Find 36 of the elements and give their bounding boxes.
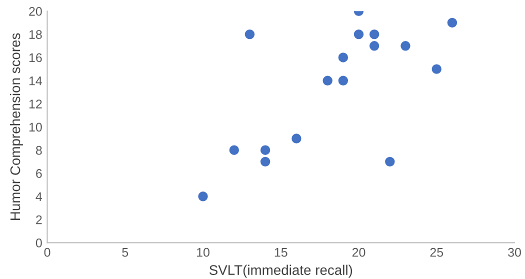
point [369,41,380,51]
point [198,192,208,202]
y-tick-label: 10 [29,122,42,132]
x-tick-label: 10 [197,248,210,257]
point [400,41,410,51]
y-tick-label: 0 [36,238,42,248]
point [338,76,348,86]
point [292,134,302,144]
x-tick-label: 30 [508,248,521,257]
x-axis-title: SVLT(immediate recall) [209,264,352,278]
y-tick-label: 2 [36,215,42,224]
point [432,64,442,74]
x-tick-label: 15 [274,248,288,257]
point [338,52,348,62]
y-tick-label: 6 [36,169,42,178]
x-tick-label: 5 [122,248,128,257]
y-tick-label: 16 [29,53,42,62]
x-tick-label: 0 [44,248,50,257]
point [322,76,332,86]
y-tick-label: 4 [36,192,42,201]
point [385,156,395,167]
x-tick-label: 25 [430,248,444,257]
point [369,29,380,40]
point [447,18,458,28]
y-tick-label: 8 [36,146,42,155]
point [229,145,240,155]
point [354,29,364,40]
y-tick-label: 20 [29,6,42,16]
x-tick-label: 20 [352,248,366,257]
point [244,29,255,40]
y-tick-label: 18 [29,30,42,39]
y-tick-label: 14 [29,76,42,86]
point [260,156,270,167]
y-axis-title: Humor Comprehension scores [10,33,23,220]
y-tick-label: 12 [29,100,42,108]
point [260,145,270,155]
